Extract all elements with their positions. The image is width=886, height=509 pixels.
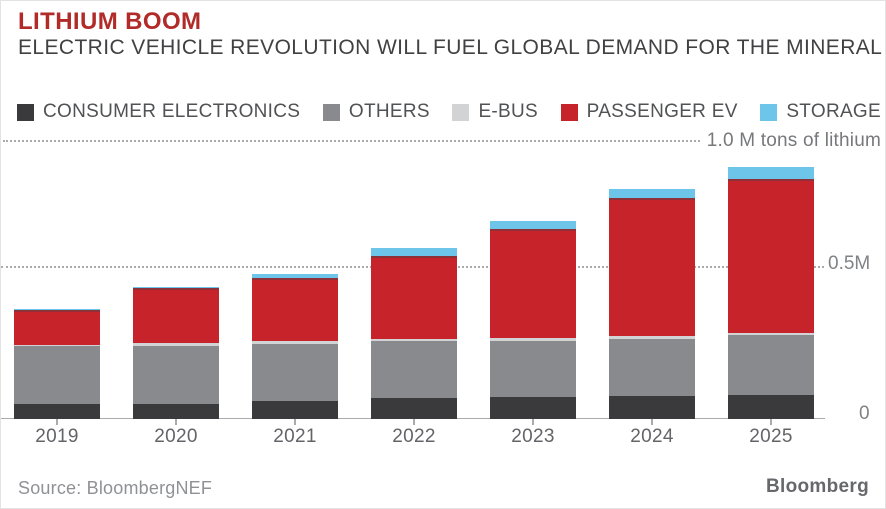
- legend-label-e-bus: E-BUS: [478, 101, 539, 122]
- segment-passenger-ev-2021: [252, 278, 338, 341]
- bar-2019: [14, 308, 100, 419]
- legend-label-consumer-electronics: CONSUMER ELECTRONICS: [43, 101, 301, 122]
- segment-storage-2019: [14, 308, 100, 310]
- legend-item-storage: STORAGE: [760, 101, 881, 123]
- legend-item-e-bus: E-BUS: [452, 101, 538, 123]
- legend-swatch-storage: [760, 103, 778, 121]
- x-tick-2021: [294, 419, 296, 425]
- bar-2024: [609, 188, 695, 419]
- bars-layer: [1, 1, 825, 419]
- x-tick-2023: [532, 419, 534, 425]
- segment-storage-2020: [133, 286, 219, 289]
- legend: CONSUMER ELECTRONICS OTHERS E-BUS PASSENGER…: [17, 101, 881, 123]
- segment-e-bus-2019: [14, 344, 100, 347]
- x-tick-2025: [770, 419, 772, 425]
- segment-passenger-ev-2025: [728, 179, 814, 333]
- segment-passenger-ev-2022: [371, 255, 457, 339]
- x-label-2024: 2024: [630, 426, 674, 447]
- x-tick-2022: [413, 419, 415, 425]
- segment-consumer-electronics-2021: [252, 401, 338, 419]
- segment-passenger-ev-2023: [490, 229, 576, 338]
- x-label-2020: 2020: [154, 426, 198, 447]
- legend-label-passenger-ev: PASSENGER EV: [586, 101, 738, 122]
- segment-e-bus-2024: [609, 335, 695, 339]
- segment-e-bus-2020: [133, 343, 219, 347]
- legend-swatch-passenger-ev: [560, 103, 578, 121]
- segment-consumer-electronics-2022: [371, 397, 457, 419]
- legend-item-consumer-electronics: CONSUMER ELECTRONICS: [17, 101, 300, 123]
- segment-others-2020: [133, 346, 219, 405]
- legend-item-passenger-ev: PASSENGER EV: [560, 101, 738, 123]
- segment-others-2019: [14, 346, 100, 405]
- legend-item-others: OTHERS: [322, 101, 430, 123]
- legend-swatch-consumer-electronics: [17, 103, 34, 121]
- bar-2022: [371, 248, 457, 419]
- legend-swatch-others: [322, 103, 340, 121]
- y-axis-unit-label: 1.0 M tons of lithium: [706, 129, 881, 151]
- x-label-2025: 2025: [749, 426, 793, 447]
- segment-others-2024: [609, 338, 695, 396]
- page-title: LITHIUM BOOM: [18, 8, 202, 35]
- gridline-1m-dots: [3, 139, 700, 142]
- segment-storage-2025: [728, 166, 814, 180]
- segment-consumer-electronics-2020: [133, 404, 219, 419]
- segment-consumer-electronics-2024: [609, 395, 695, 419]
- bar-2023: [490, 220, 576, 419]
- segment-storage-2024: [609, 188, 695, 198]
- segment-consumer-electronics-2019: [14, 404, 100, 419]
- legend-label-storage: STORAGE: [786, 101, 881, 122]
- gridline-1m: 1.0 M tons of lithium: [3, 129, 881, 151]
- bar-2020: [133, 286, 219, 419]
- segment-e-bus-2023: [490, 337, 576, 341]
- legend-swatch-e-bus: [452, 103, 470, 121]
- segment-passenger-ev-2019: [14, 309, 100, 345]
- segment-storage-2022: [371, 248, 457, 256]
- segment-others-2025: [728, 335, 814, 395]
- segment-others-2022: [371, 340, 457, 398]
- x-label-2019: 2019: [35, 426, 79, 447]
- x-label-2023: 2023: [511, 426, 555, 447]
- page-subtitle: ELECTRIC VEHICLE REVOLUTION WILL FUEL GL…: [18, 36, 883, 59]
- y-axis-label-mid: 0.5M: [828, 253, 871, 274]
- segment-e-bus-2021: [252, 340, 338, 344]
- segment-storage-2021: [252, 274, 338, 279]
- y-axis-label-zero: 0: [859, 403, 870, 424]
- x-label-2021: 2021: [273, 426, 317, 447]
- segment-consumer-electronics-2023: [490, 397, 576, 419]
- bloomberg-logo: Bloomberg: [766, 476, 869, 497]
- segment-e-bus-2025: [728, 332, 814, 336]
- segment-others-2021: [252, 343, 338, 402]
- x-tick-2020: [175, 419, 177, 425]
- x-label-2022: 2022: [392, 426, 436, 447]
- legend-label-others: OTHERS: [348, 101, 430, 122]
- segment-storage-2023: [490, 220, 576, 230]
- bar-2021: [252, 274, 338, 419]
- segment-consumer-electronics-2025: [728, 395, 814, 419]
- x-tick-2019: [56, 419, 58, 425]
- segment-others-2023: [490, 340, 576, 398]
- segment-e-bus-2022: [371, 338, 457, 341]
- source-credit: Source: BloombergNEF: [18, 478, 213, 498]
- x-tick-2024: [651, 419, 653, 425]
- segment-passenger-ev-2024: [609, 197, 695, 336]
- bar-2025: [728, 166, 814, 419]
- segment-passenger-ev-2020: [133, 288, 219, 344]
